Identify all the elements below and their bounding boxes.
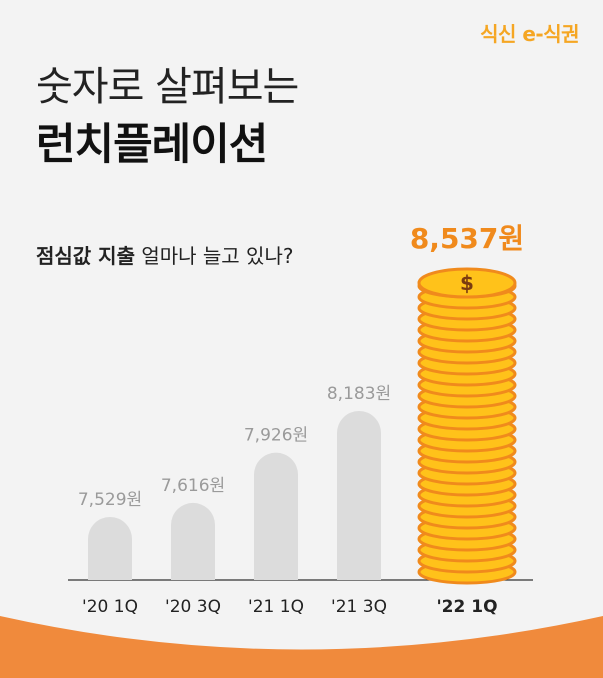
bar [337, 411, 381, 580]
category-label: '20 1Q [82, 597, 138, 617]
bar-value-label: 7,926원 [244, 426, 308, 446]
brand-logo: 식신 e-식권 [480, 22, 579, 46]
bar [254, 452, 298, 580]
page-title-line1: 숫자로 살펴보는 [36, 64, 299, 110]
question-rest: 얼마나 늘고 있나? [134, 244, 294, 268]
bar-value-label-highlight: 8,537원 [410, 222, 524, 255]
bar-value-label: 7,529원 [78, 490, 142, 510]
coin-top [417, 267, 517, 299]
category-label: '22 1Q [436, 597, 497, 617]
category-label: '21 1Q [248, 597, 304, 617]
bar-value-label: 8,183원 [327, 384, 391, 404]
bottom-wave-decoration [0, 616, 603, 678]
question-bold: 점심값 지출 [36, 244, 135, 268]
bar-value-label: 7,616원 [161, 476, 225, 496]
category-label: '21 3Q [331, 597, 387, 617]
category-label: '20 3Q [165, 597, 221, 617]
dollar-sign-icon: $ [460, 271, 474, 295]
page-title-line2: 런치플레이션 [36, 120, 268, 170]
bar [171, 502, 215, 580]
bar [88, 517, 132, 580]
chart-question: 점심값 지출 얼마나 늘고 있나? [36, 240, 293, 269]
